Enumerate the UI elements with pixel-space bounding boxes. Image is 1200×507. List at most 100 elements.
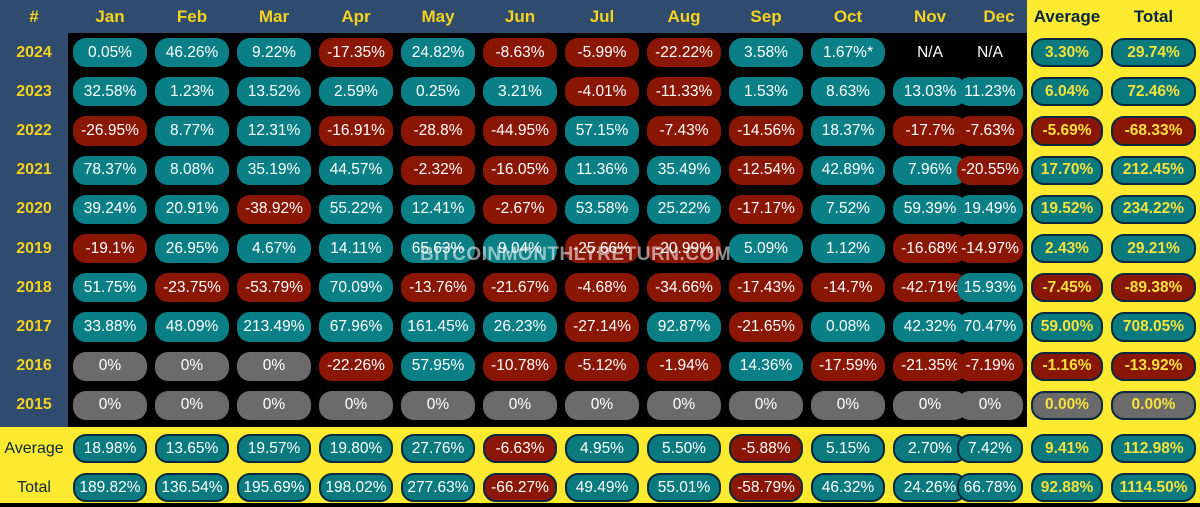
cell-total-dec: 66.78% [957,473,1023,503]
cell-2019-total: 29.21% [1111,234,1196,264]
cell-2024-jan: 0.05% [73,38,147,68]
cell-2023-aug: -11.33% [647,77,721,107]
column-header-sep: Sep [750,6,782,26]
cell-total-jul: 49.49% [565,473,639,503]
cell-2015-dec: 0% [957,390,1023,420]
cell-2021-aug: 35.49% [647,155,721,185]
cell-2017-total: 708.05% [1111,312,1196,342]
cell-average-oct: 5.15% [811,434,885,464]
cell-average-apr: 19.80% [319,434,393,464]
cell-2015-jun: 0% [483,390,557,420]
cell-2021-jul: 11.36% [565,155,639,185]
cell-2023-may: 0.25% [401,77,475,107]
cell-total-total: 1114.50% [1111,473,1196,503]
cell-2019-oct: 1.12% [811,234,885,264]
cell-2022-feb: 8.77% [155,116,229,146]
cell-average-total: 112.98% [1111,434,1196,464]
cell-average-jan: 18.98% [73,434,147,464]
cell-2022-jun: -44.95% [483,116,557,146]
cell-2015-aug: 0% [647,390,721,420]
cell-2020-nov: 59.39% [893,194,967,224]
cell-total-average: 92.88% [1031,473,1103,503]
cell-total-nov: 24.26% [893,473,967,503]
cell-2018-nov: -42.71% [893,273,967,303]
cell-2024-may: 24.82% [401,38,475,68]
cell-2018-oct: -14.7% [811,273,885,303]
cell-2017-jul: -27.14% [565,312,639,342]
cell-2023-feb: 1.23% [155,77,229,107]
cell-2017-sep: -21.65% [729,312,803,342]
cell-2015-oct: 0% [811,390,885,420]
cell-2024-dec: N/A [977,43,1003,61]
cell-2016-apr: -22.26% [319,351,393,381]
cell-2021-apr: 44.57% [319,155,393,185]
cell-2016-jul: -5.12% [565,351,639,381]
cell-2020-mar: -38.92% [237,194,311,224]
cell-average-jul: 4.95% [565,434,639,464]
cell-2022-total: -68.33% [1111,116,1196,146]
column-header-jul: Jul [589,6,615,26]
row-label-2023: 2023 [16,82,52,100]
cell-2021-nov: 7.96% [893,155,967,185]
cell-2016-average: -1.16% [1031,351,1103,381]
cell-2019-mar: 4.67% [237,234,311,264]
cell-average-aug: 5.50% [647,434,721,464]
cell-2017-jan: 33.88% [73,312,147,342]
cell-2016-oct: -17.59% [811,351,885,381]
cell-average-feb: 13.65% [155,434,229,464]
cell-2019-sep: 5.09% [729,234,803,264]
cell-2019-nov: -16.68% [893,234,967,264]
cell-2023-total: 72.46% [1111,77,1196,107]
cell-2024-feb: 46.26% [155,38,229,68]
cell-2024-mar: 9.22% [237,38,311,68]
cell-2021-dec: -20.55% [957,155,1023,185]
cell-2023-mar: 13.52% [237,77,311,107]
column-header-average: Average [1033,6,1101,26]
cell-2024-jun: -8.63% [483,38,557,68]
column-header-dec: Dec [983,6,1015,26]
column-header-aug: Aug [667,6,701,26]
cell-2020-may: 12.41% [401,194,475,224]
cell-2018-average: -7.45% [1031,273,1103,303]
cell-total-jan: 189.82% [73,473,147,503]
cell-total-mar: 195.69% [237,473,311,503]
cell-2015-apr: 0% [319,390,393,420]
column-header-total: Total [1133,6,1174,26]
row-label-2016: 2016 [16,357,52,375]
cell-2024-total: 29.74% [1111,38,1196,68]
cell-2022-average: -5.69% [1031,116,1103,146]
cell-2023-dec: 11.23% [957,77,1023,107]
cell-2022-oct: 18.37% [811,116,885,146]
cell-2020-jan: 39.24% [73,194,147,224]
cell-2020-feb: 20.91% [155,194,229,224]
cell-2019-jan: -19.1% [73,234,147,264]
cell-2023-nov: 13.03% [893,77,967,107]
cell-2022-dec: -7.63% [957,116,1023,146]
cell-average-may: 27.76% [401,434,475,464]
cell-total-aug: 55.01% [647,473,721,503]
cell-2020-jun: -2.67% [483,194,557,224]
cell-2018-jan: 51.75% [73,273,147,303]
cell-2018-total: -89.38% [1111,273,1196,303]
cell-2017-apr: 67.96% [319,312,393,342]
cell-2017-average: 59.00% [1031,312,1103,342]
cell-2020-oct: 7.52% [811,194,885,224]
cell-2023-sep: 1.53% [729,77,803,107]
cell-2019-feb: 26.95% [155,234,229,264]
cell-2015-feb: 0% [155,390,229,420]
cell-2020-jul: 53.58% [565,194,639,224]
cell-2020-dec: 19.49% [957,194,1023,224]
cell-average-sep: -5.88% [729,434,803,464]
cell-2023-jan: 32.58% [73,77,147,107]
cell-2019-apr: 14.11% [319,234,393,264]
cell-2021-jan: 78.37% [73,155,147,185]
cell-2023-jun: 3.21% [483,77,557,107]
cell-2020-total: 234.22% [1111,194,1196,224]
cell-2016-aug: -1.94% [647,351,721,381]
cell-2017-feb: 48.09% [155,312,229,342]
cell-2024-apr: -17.35% [319,38,393,68]
cell-2020-aug: 25.22% [647,194,721,224]
cell-average-average: 9.41% [1031,434,1103,464]
cell-2021-sep: -12.54% [729,155,803,185]
